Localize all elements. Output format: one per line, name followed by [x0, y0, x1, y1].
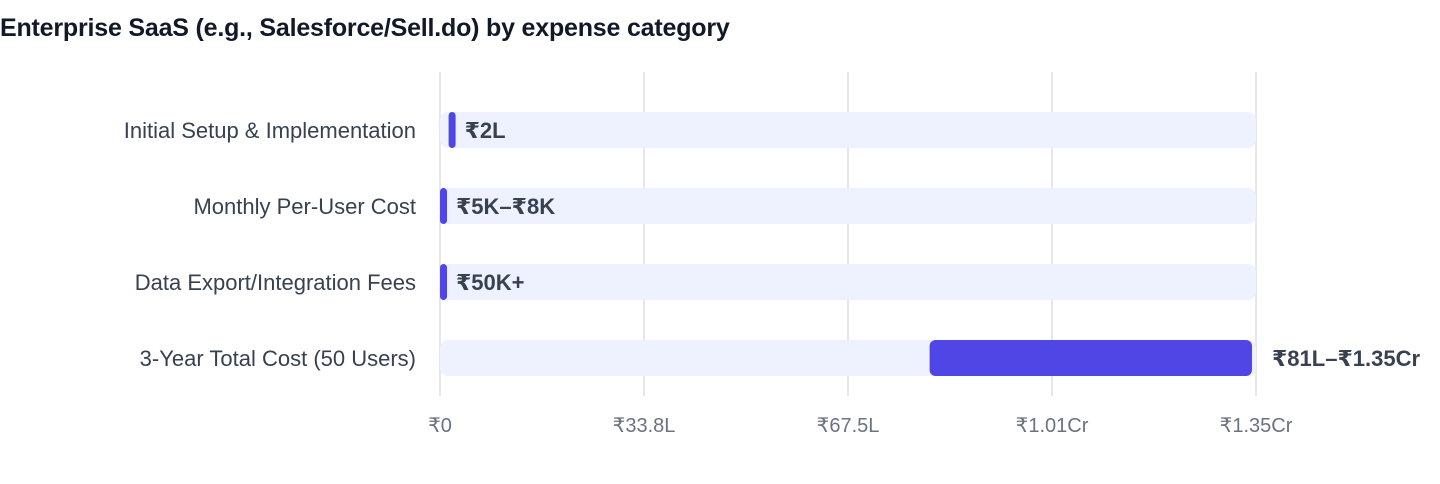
value-labels: ₹2L ₹5K–₹8K ₹50K+ ₹81L–₹1.35Cr: [456, 118, 1420, 371]
bar-track: [440, 264, 1256, 300]
x-tick-label: ₹33.8L: [613, 415, 676, 437]
x-tick-label: ₹1.35Cr: [1220, 415, 1293, 437]
x-tick-label: ₹1.01Cr: [1016, 415, 1089, 437]
chart-title: Enterprise SaaS (e.g., Salesforce/Sell.d…: [0, 14, 730, 42]
category-labels: Initial Setup & Implementation Monthly Pe…: [124, 118, 416, 371]
bar-track: [440, 188, 1256, 224]
value-label: ₹5K–₹8K: [456, 194, 555, 219]
category-label: 3-Year Total Cost (50 Users): [140, 346, 416, 371]
bar-track: [440, 112, 1256, 148]
bar: [440, 188, 447, 224]
category-label: Data Export/Integration Fees: [135, 270, 416, 295]
bar: [448, 112, 456, 148]
category-label: Monthly Per-User Cost: [193, 194, 416, 219]
category-label: Initial Setup & Implementation: [124, 118, 416, 143]
x-axis-tick-labels: ₹0 ₹33.8L ₹67.5L ₹1.01Cr ₹1.35Cr: [428, 415, 1293, 437]
value-label: ₹50K+: [456, 270, 525, 295]
bars: [440, 112, 1252, 376]
value-label: ₹81L–₹1.35Cr: [1272, 346, 1420, 371]
value-label: ₹2L: [465, 118, 506, 143]
bar: [440, 264, 447, 300]
x-tick-label: ₹0: [428, 415, 452, 437]
bar: [929, 340, 1252, 376]
x-tick-label: ₹67.5L: [817, 415, 880, 437]
